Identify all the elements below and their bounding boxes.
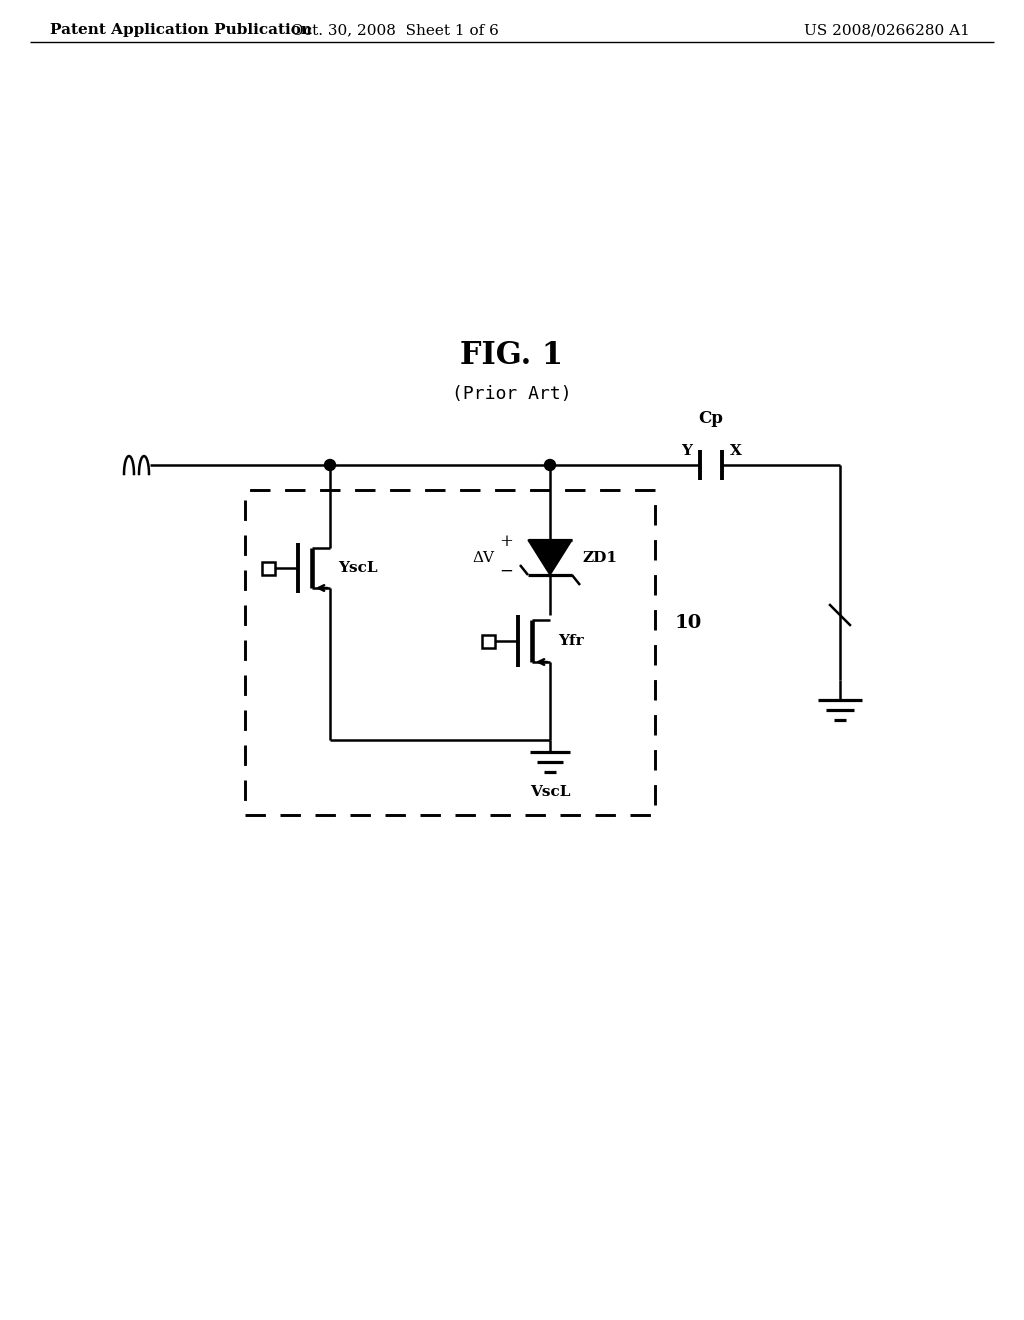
Text: FIG. 1: FIG. 1 (461, 341, 563, 371)
Text: 10: 10 (675, 614, 702, 631)
Text: VscL: VscL (529, 785, 570, 799)
Text: ZD1: ZD1 (582, 550, 617, 565)
Circle shape (325, 459, 336, 470)
Text: Oct. 30, 2008  Sheet 1 of 6: Oct. 30, 2008 Sheet 1 of 6 (291, 22, 499, 37)
Text: US 2008/0266280 A1: US 2008/0266280 A1 (804, 22, 970, 37)
Text: Y: Y (681, 444, 692, 458)
Polygon shape (528, 540, 572, 576)
Text: ΔV: ΔV (472, 550, 494, 565)
Text: +: + (499, 533, 513, 550)
Text: YscL: YscL (338, 561, 378, 576)
Text: (Prior Art): (Prior Art) (453, 385, 571, 403)
Bar (481, 635, 495, 648)
Text: Yfr: Yfr (558, 634, 584, 648)
Text: Cp: Cp (698, 411, 723, 426)
Text: −: − (499, 562, 513, 579)
Circle shape (545, 459, 555, 470)
Bar (261, 561, 274, 574)
Text: X: X (730, 444, 741, 458)
Text: Patent Application Publication: Patent Application Publication (50, 22, 312, 37)
